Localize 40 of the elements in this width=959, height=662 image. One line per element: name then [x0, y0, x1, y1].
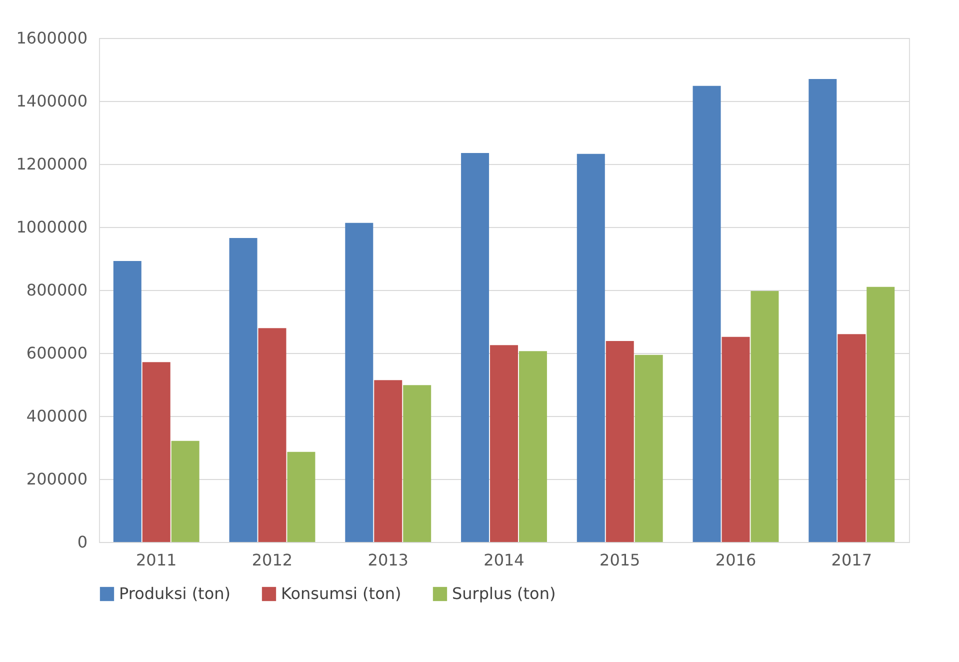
bar — [490, 345, 518, 542]
y-tick-label: 400000 — [26, 406, 88, 426]
bar — [634, 354, 663, 542]
legend-label: Konsumsi (ton) — [281, 584, 402, 603]
x-tick-label: 2016 — [715, 550, 756, 570]
bar — [258, 328, 286, 542]
x-tick-label: 2014 — [484, 550, 524, 570]
bar — [461, 152, 490, 542]
bar — [606, 341, 634, 542]
bar — [113, 261, 142, 542]
x-tick-label: 2015 — [600, 550, 640, 570]
x-tick-label: 2017 — [831, 550, 872, 570]
bar — [518, 351, 547, 542]
legend-label: Produksi (ton) — [119, 584, 230, 603]
x-tick-label: 2013 — [368, 550, 408, 570]
y-tick-label: 200000 — [26, 470, 88, 488]
bar — [750, 290, 779, 542]
bar — [229, 238, 258, 542]
bar — [142, 362, 170, 542]
bar — [345, 222, 374, 542]
x-tick-label: 2012 — [252, 550, 293, 570]
legend-label: Surplus (ton) — [452, 584, 556, 603]
bar — [808, 78, 837, 542]
bar — [403, 385, 432, 542]
bar — [576, 154, 605, 542]
bar — [866, 286, 895, 542]
bar — [838, 334, 866, 542]
y-tick-label: 600000 — [26, 344, 88, 362]
y-tick-label: 1200000 — [16, 154, 88, 174]
bar — [171, 440, 200, 542]
y-tick-label: 1400000 — [16, 92, 88, 110]
bar — [722, 336, 750, 542]
y-tick-label: 1000000 — [16, 218, 88, 236]
y-tick-label: 0 — [77, 532, 88, 552]
bar — [287, 452, 316, 542]
x-tick-label: 2011 — [136, 550, 177, 570]
bar — [374, 380, 402, 542]
y-tick-label: 800000 — [26, 280, 88, 300]
bar — [692, 86, 721, 542]
y-tick-label: 1600000 — [16, 28, 88, 48]
